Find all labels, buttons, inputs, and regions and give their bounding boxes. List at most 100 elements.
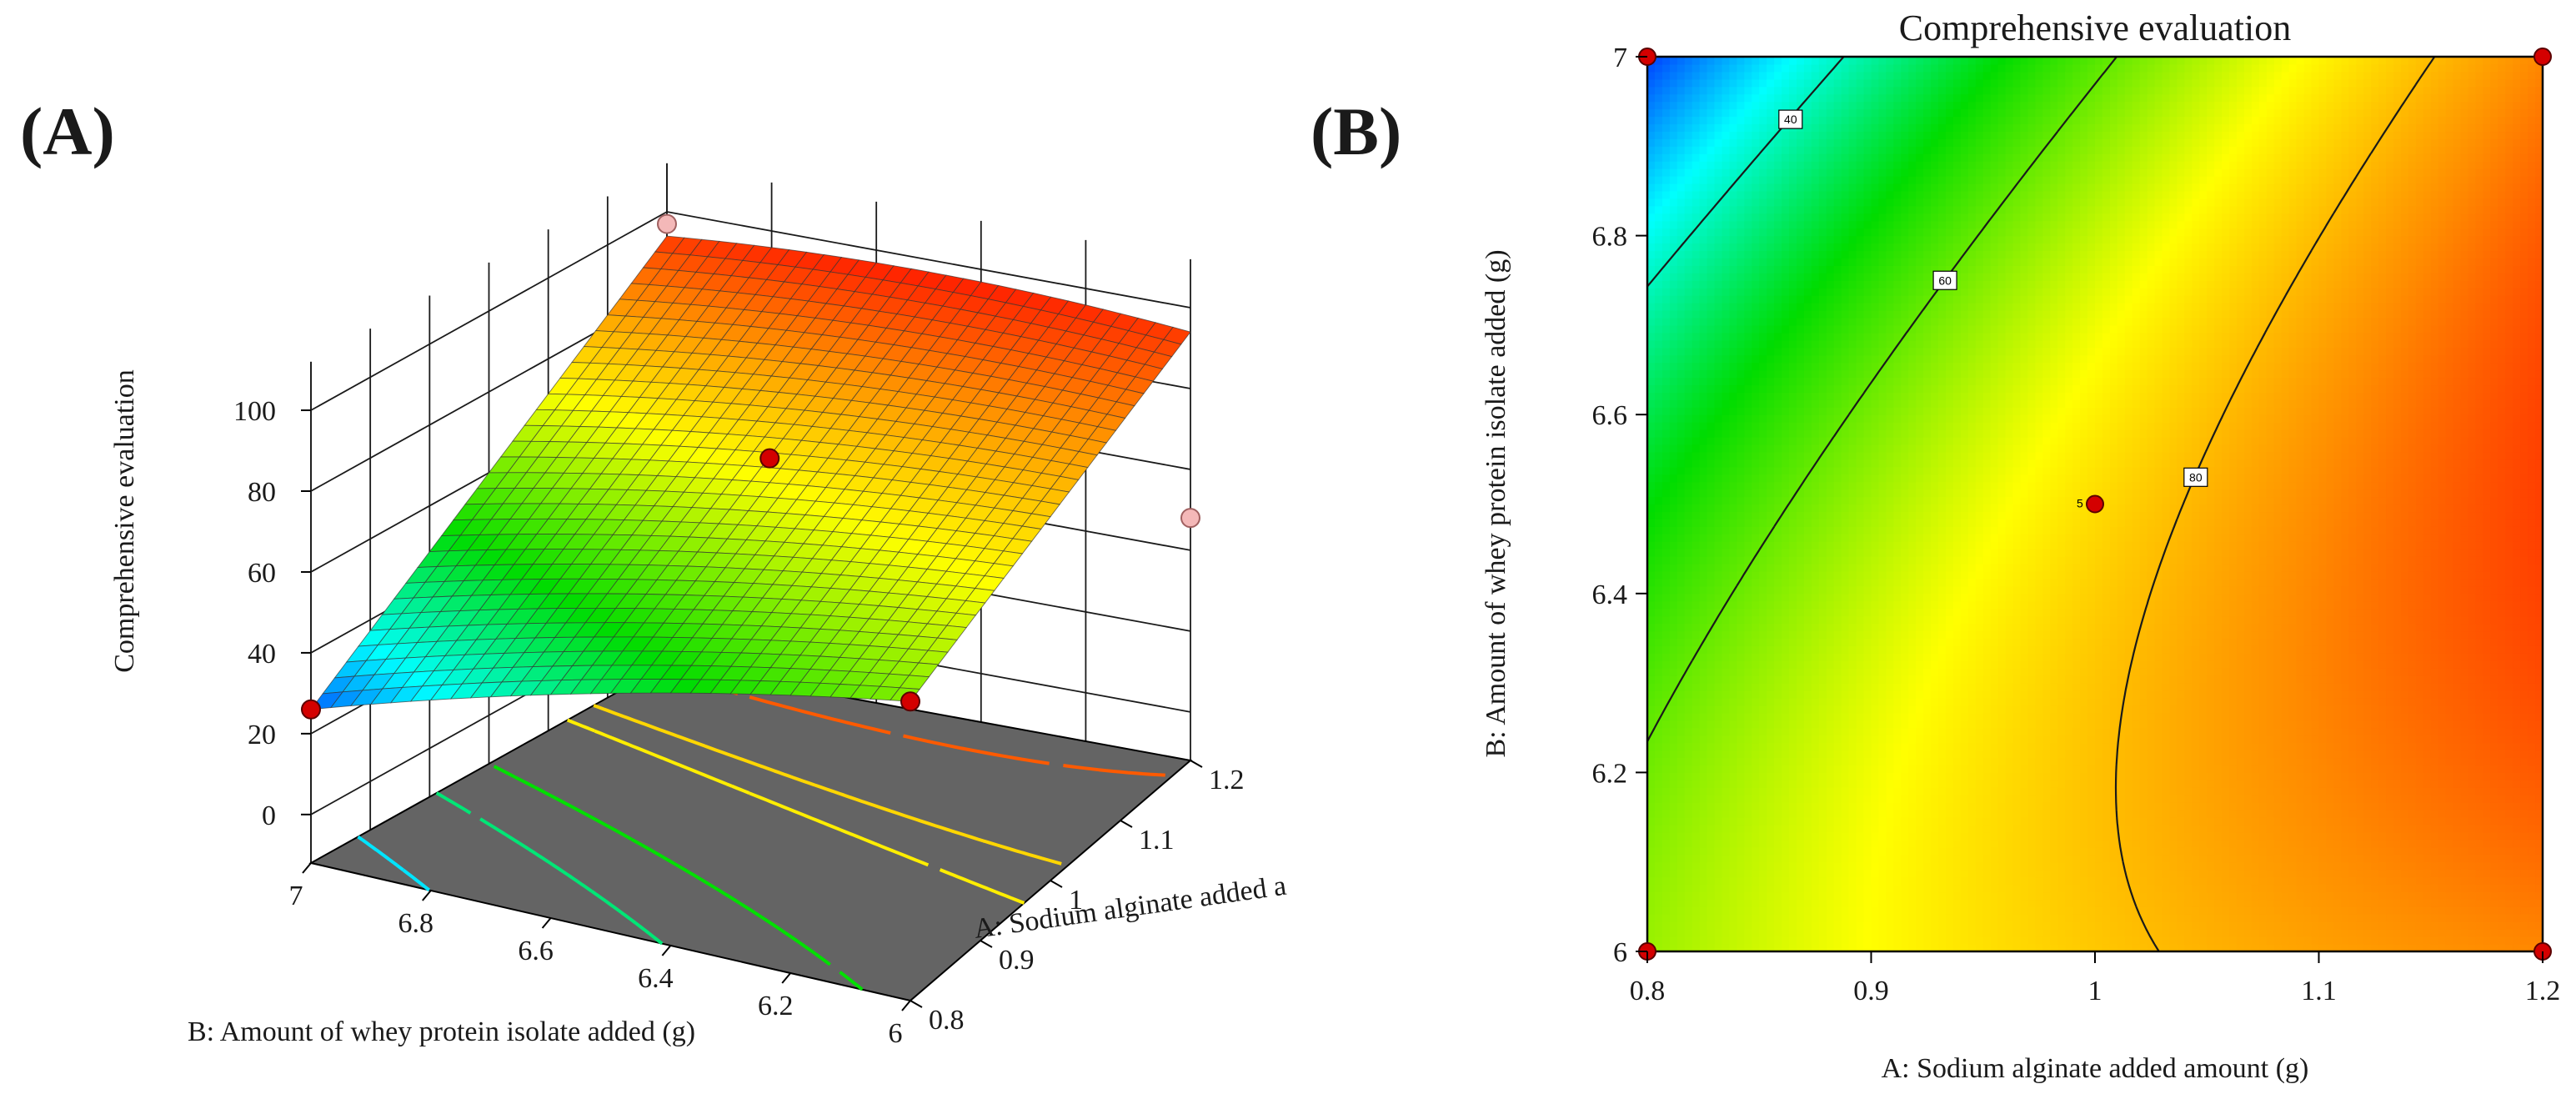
heat-cell: [1676, 153, 1686, 162]
heat-cell: [1789, 727, 1797, 736]
heat-cell: [1818, 623, 1827, 632]
heat-cell: [1818, 839, 1827, 848]
heat-cell: [1803, 817, 1812, 826]
heat-cell: [1856, 735, 1865, 744]
heat-cell: [1789, 399, 1797, 408]
heat-cell: [1797, 153, 1805, 162]
heat-cell: [1878, 511, 1887, 519]
heat-cell: [1803, 564, 1812, 572]
heat-cell: [1669, 153, 1678, 162]
heat-cell: [1737, 929, 1745, 937]
heat-cell: [1803, 101, 1812, 110]
heat-cell: [1871, 78, 1880, 88]
heat-cell: [1737, 362, 1745, 371]
heat-cell: [1676, 183, 1686, 192]
heat-cell: [1803, 511, 1812, 519]
heat-cell: [1706, 929, 1716, 937]
heat-cell: [1818, 675, 1827, 684]
heat-cell: [1789, 392, 1797, 400]
heat-cell: [1782, 534, 1790, 542]
heat-cell: [1782, 190, 1790, 199]
heat-cell: [1752, 564, 1760, 572]
heat-cell: [1759, 303, 1767, 311]
heat-cell: [1744, 831, 1752, 841]
heat-cell: [1863, 86, 1872, 95]
heat-cell: [1722, 131, 1731, 139]
heat-cell: [1669, 332, 1678, 341]
heat-cell: [1848, 399, 1857, 408]
heat-cell: [1752, 295, 1760, 304]
heat-cell: [1789, 78, 1797, 88]
heat-cell: [1818, 153, 1827, 162]
heat-cell: [1789, 220, 1797, 229]
heat-cell: [1826, 339, 1835, 349]
heat-cell: [1759, 869, 1767, 878]
heat-cell: [1893, 608, 1902, 617]
heat-cell: [1871, 817, 1880, 826]
heat-cell: [1789, 675, 1797, 684]
heat-cell: [1886, 526, 1894, 534]
heat-cell: [1863, 190, 1872, 199]
heat-cell: [1886, 653, 1894, 661]
heat-cell: [1893, 780, 1902, 788]
heat-cell: [1871, 459, 1880, 468]
heat-cell: [1759, 735, 1767, 744]
heat-cell: [1774, 750, 1782, 759]
heat-cell: [1661, 630, 1671, 640]
heat-cell: [1759, 414, 1767, 423]
heat-cell: [1833, 429, 1842, 438]
heat-cell: [1691, 332, 1701, 341]
heat-cell: [1661, 675, 1671, 684]
heat-cell: [1811, 638, 1820, 646]
heat-cell: [1774, 541, 1782, 550]
heat-cell: [1826, 288, 1835, 296]
heat-cell: [1699, 146, 1708, 154]
heat-cell: [1878, 459, 1887, 468]
heat-cell: [1722, 384, 1731, 393]
heat-cell: [1699, 929, 1708, 937]
z-tick-label: 40: [248, 639, 276, 670]
heat-cell: [1841, 899, 1850, 907]
heat-cell: [1654, 354, 1663, 364]
heat-cell: [1729, 690, 1737, 699]
heat-cell: [1714, 190, 1723, 199]
heat-cell: [1826, 914, 1835, 922]
heat-cell: [1752, 161, 1760, 169]
heat-cell: [1848, 451, 1857, 460]
heat-cell: [1833, 564, 1842, 572]
heat-cell: [1684, 645, 1693, 654]
heat-cell: [1803, 168, 1812, 177]
heat-cell: [1729, 220, 1737, 229]
heat-cell: [1789, 250, 1797, 259]
heat-cell: [1744, 235, 1752, 244]
heat-cell: [1684, 899, 1693, 907]
heat-cell: [1661, 205, 1671, 214]
heat-cell: [1722, 876, 1731, 886]
heat-cell: [1654, 534, 1663, 542]
heat-cell: [1803, 86, 1812, 95]
heat-cell: [1826, 354, 1835, 364]
heat-cell: [1744, 407, 1752, 415]
heat-cell: [1729, 630, 1737, 640]
heat-cell: [1774, 906, 1782, 915]
heat-cell: [1797, 228, 1805, 237]
heat-cell: [1811, 757, 1820, 766]
heat-cell: [1818, 198, 1827, 207]
heat-cell: [1699, 608, 1708, 617]
heat-cell: [1669, 578, 1678, 587]
heat-cell: [1841, 339, 1850, 349]
heat-cell: [1714, 549, 1723, 557]
heat-cell: [1691, 131, 1701, 139]
heat-cell: [1818, 481, 1827, 490]
heat-cell: [1744, 593, 1752, 602]
heat-cell: [1856, 295, 1865, 304]
heat-cell: [1684, 593, 1693, 602]
heat-cell: [1841, 235, 1850, 244]
heat-cell: [1818, 727, 1827, 736]
heat-cell: [1759, 481, 1767, 490]
heat-cell: [1863, 451, 1872, 460]
heat-cell: [1863, 288, 1872, 296]
heat-cell: [1782, 660, 1790, 669]
heat-cell: [1863, 817, 1872, 826]
heat-cell: [1871, 630, 1880, 640]
